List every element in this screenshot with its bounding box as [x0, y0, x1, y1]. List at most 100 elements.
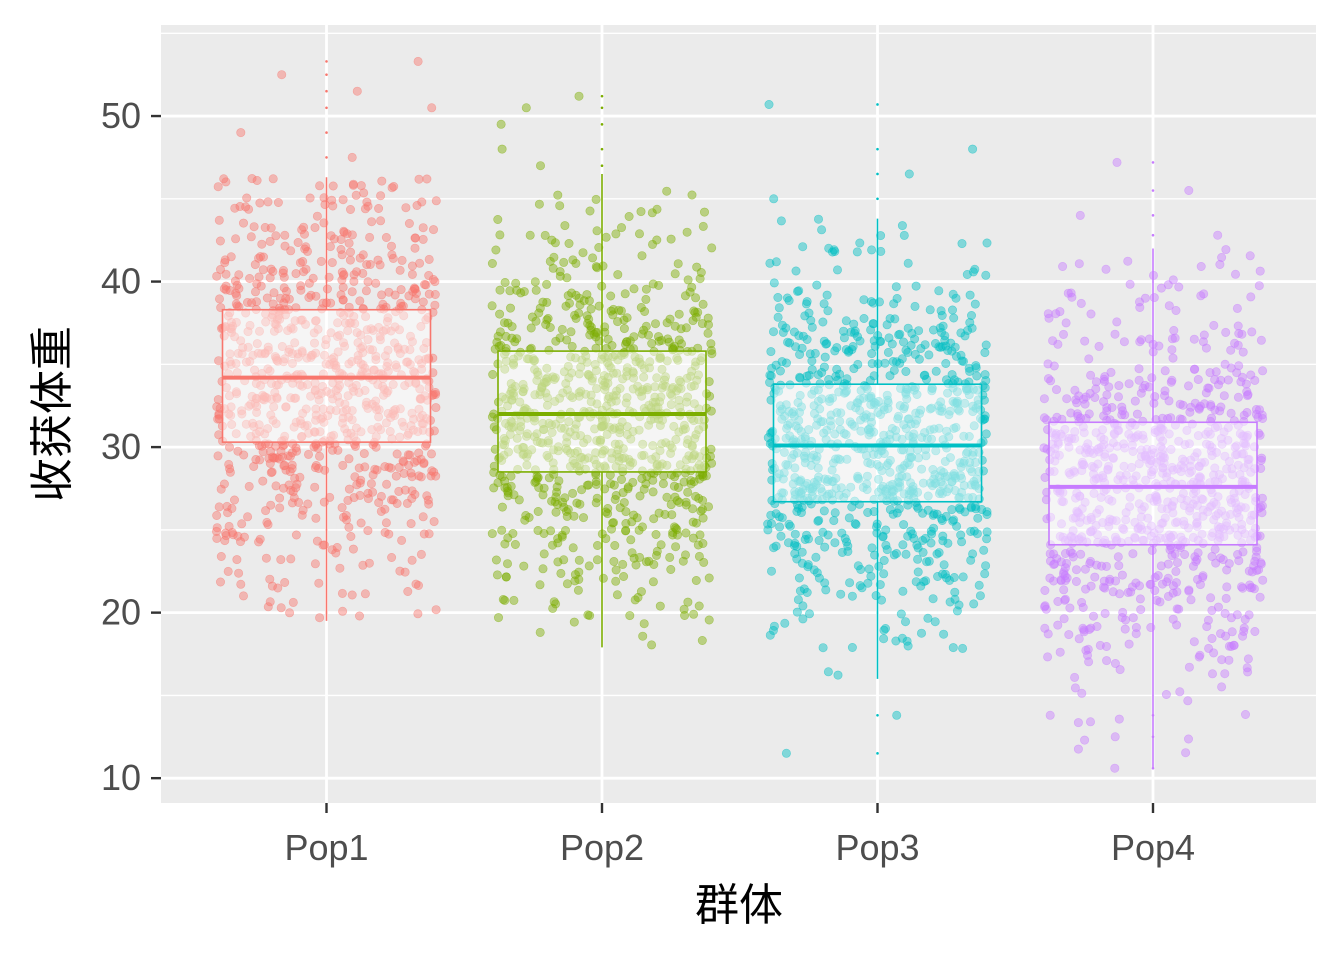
data-point	[310, 482, 320, 492]
data-point	[652, 546, 662, 556]
data-point	[949, 572, 959, 582]
data-point	[271, 481, 281, 491]
data-point	[1117, 613, 1127, 623]
data-point	[889, 299, 899, 309]
data-point	[534, 482, 544, 492]
data-point	[1217, 682, 1227, 692]
data-point	[823, 667, 833, 677]
data-point	[601, 534, 611, 544]
data-point	[643, 330, 653, 340]
box-pop3	[772, 103, 983, 755]
data-point	[1051, 309, 1061, 319]
data-point	[777, 320, 787, 330]
data-point	[821, 585, 831, 595]
data-point	[499, 318, 509, 328]
data-point	[649, 514, 659, 524]
data-point	[1081, 584, 1091, 594]
data-point	[1250, 556, 1260, 566]
data-point	[571, 313, 581, 323]
data-point	[681, 528, 691, 538]
data-point	[395, 566, 405, 576]
data-point	[613, 317, 623, 327]
data-point	[629, 284, 639, 294]
data-point	[260, 223, 270, 233]
data-point	[359, 188, 369, 198]
data-point	[401, 203, 411, 213]
data-point	[767, 363, 777, 373]
data-point	[342, 229, 352, 239]
data-point	[487, 258, 497, 268]
data-point	[802, 334, 812, 344]
data-point	[832, 265, 842, 275]
data-point	[338, 606, 348, 616]
data-point	[892, 293, 902, 303]
data-point	[668, 530, 678, 540]
data-point	[1118, 406, 1128, 416]
data-point	[234, 284, 244, 294]
data-point	[337, 250, 347, 260]
data-point	[399, 468, 409, 478]
data-point	[1041, 604, 1051, 614]
data-point	[552, 487, 562, 497]
data-point	[1238, 347, 1248, 357]
data-point	[603, 334, 613, 344]
data-point	[691, 293, 701, 303]
data-point	[578, 248, 588, 258]
data-point	[540, 230, 550, 240]
data-point	[842, 537, 852, 547]
data-point	[1221, 327, 1231, 337]
data-point	[1233, 321, 1243, 331]
data-point	[586, 322, 596, 332]
data-point	[275, 503, 285, 513]
data-point	[262, 517, 272, 527]
data-point	[1173, 558, 1183, 568]
data-point	[1201, 388, 1211, 398]
data-point	[1229, 640, 1239, 650]
data-point	[1085, 558, 1095, 568]
data-point	[763, 525, 773, 535]
data-point	[302, 246, 312, 256]
data-point	[574, 91, 584, 101]
data-point	[660, 509, 670, 519]
data-point	[981, 270, 991, 280]
data-point	[1080, 336, 1090, 346]
data-point	[918, 508, 928, 518]
data-point	[947, 505, 957, 515]
x-tick-label: Pop2	[560, 827, 644, 868]
data-point	[384, 529, 394, 539]
data-point	[344, 484, 354, 494]
data-point	[301, 264, 311, 274]
data-point	[295, 472, 305, 482]
data-point	[901, 345, 911, 355]
data-point	[790, 549, 800, 559]
outlier-point	[325, 89, 328, 93]
data-point	[500, 595, 510, 605]
data-point	[1224, 641, 1234, 651]
data-point	[882, 320, 892, 330]
data-point	[618, 488, 628, 498]
data-point	[1040, 585, 1050, 595]
data-point	[507, 333, 517, 343]
data-point	[797, 502, 807, 512]
data-point	[801, 530, 811, 540]
data-point	[1185, 407, 1195, 417]
data-point	[1208, 669, 1218, 679]
data-point	[898, 586, 908, 596]
data-point	[319, 540, 329, 550]
data-point	[1147, 373, 1157, 383]
data-point	[542, 315, 552, 325]
data-point	[496, 119, 506, 129]
data-point	[214, 215, 224, 225]
data-point	[592, 327, 602, 337]
data-point	[487, 301, 497, 311]
data-point	[315, 613, 325, 623]
data-point	[492, 337, 502, 347]
data-point	[535, 161, 545, 171]
data-point	[851, 519, 861, 529]
box-iqr	[1048, 421, 1258, 546]
data-point	[879, 555, 889, 565]
data-point	[832, 364, 842, 374]
data-point	[1049, 361, 1059, 371]
data-point	[363, 494, 373, 504]
data-point	[1163, 591, 1173, 601]
